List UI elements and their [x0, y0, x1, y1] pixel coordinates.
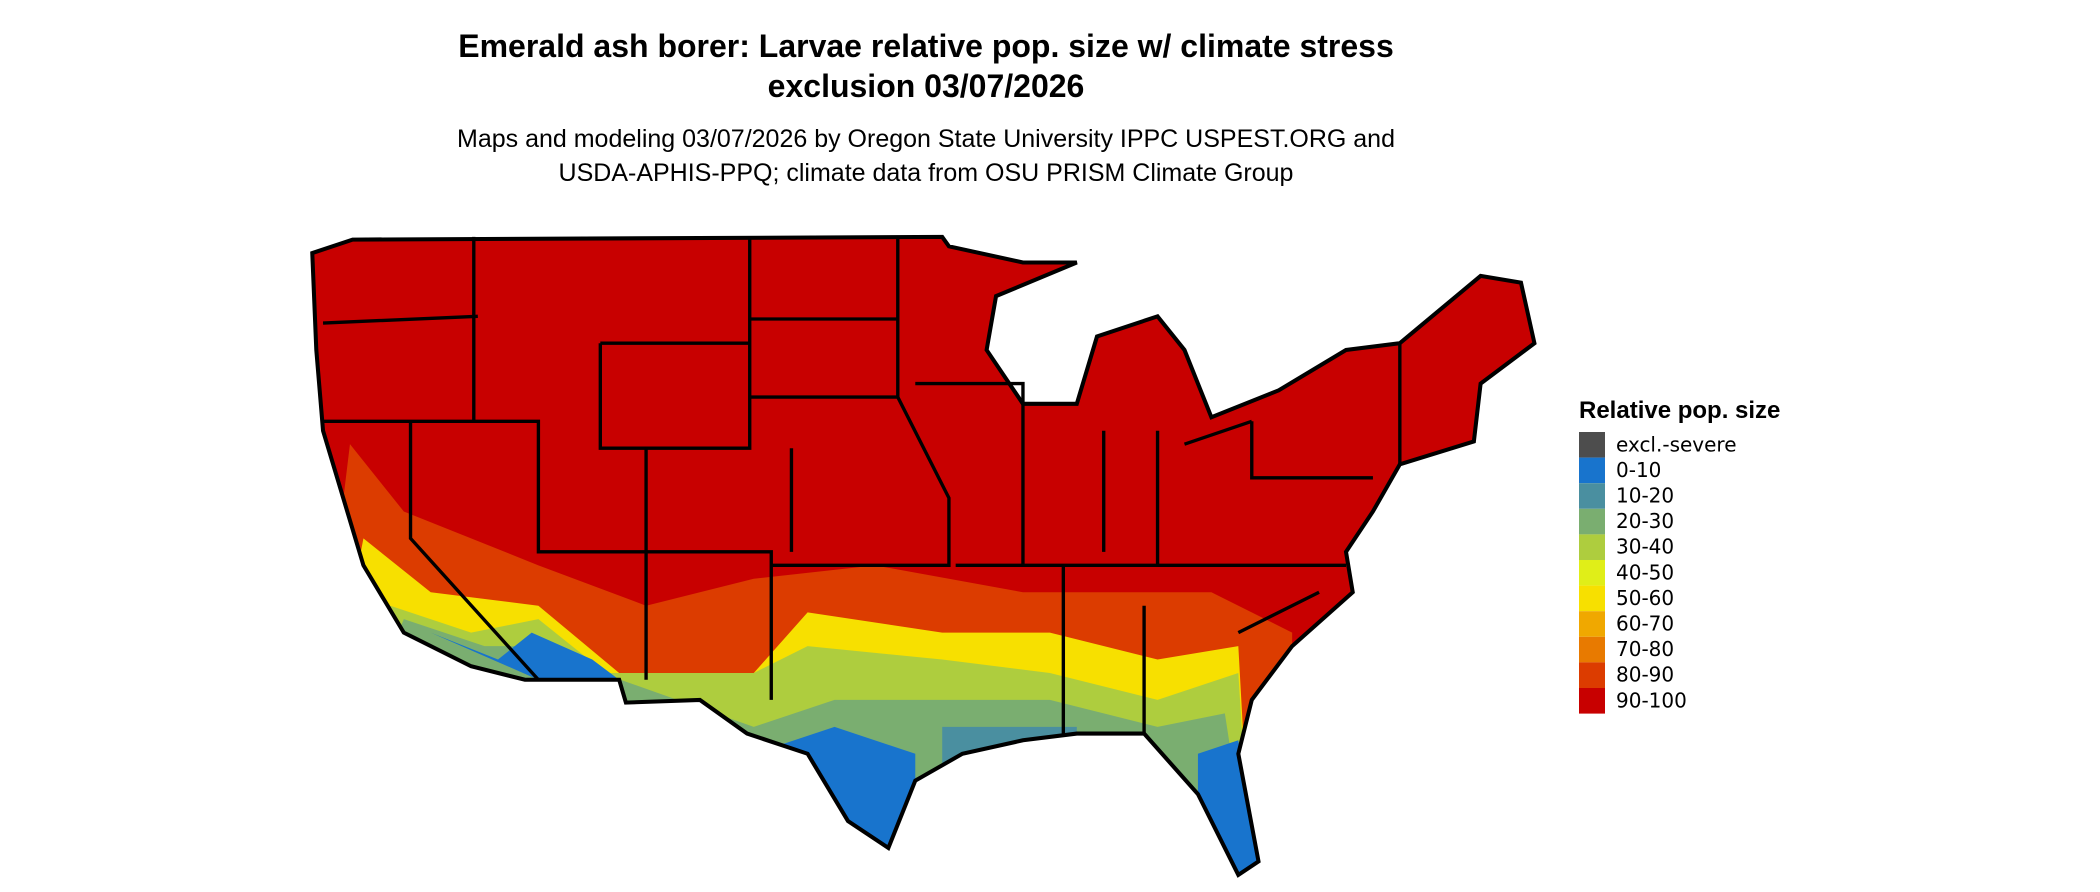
legend-swatch — [1579, 483, 1605, 509]
region-fill — [753, 726, 916, 875]
subtitle-line: Maps and modeling 03/07/2026 by Oregon S… — [457, 125, 1395, 153]
legend-swatch — [1579, 560, 1605, 586]
legend-swatch — [1579, 534, 1605, 560]
legend-swatch — [1579, 457, 1605, 484]
legend-label: 70-80 — [1616, 637, 1674, 661]
legend-swatch — [1579, 662, 1605, 688]
legend-swatch — [1579, 636, 1605, 663]
legend-swatch — [1579, 688, 1605, 714]
legend-label: 20-30 — [1616, 509, 1674, 533]
legend-label: 0-10 — [1616, 458, 1661, 482]
legend-title: Relative pop. size — [1579, 397, 1780, 424]
state-borders — [322, 236, 1402, 734]
legend-label: 40-50 — [1616, 560, 1674, 584]
legend-swatch — [1579, 432, 1605, 458]
region-fill — [430, 632, 620, 680]
legend-label: 30-40 — [1616, 535, 1674, 559]
title-line: exclusion 03/07/2026 — [768, 68, 1085, 104]
region-fill — [942, 726, 1077, 768]
legend-label: 50-60 — [1616, 586, 1674, 610]
legend-label: 90-100 — [1616, 688, 1687, 712]
legend-label: 10-20 — [1616, 484, 1674, 508]
legend-label: 60-70 — [1616, 612, 1674, 636]
legend-label: 80-90 — [1616, 663, 1674, 687]
legend-swatch — [1579, 508, 1605, 535]
legend-swatch — [1579, 611, 1605, 637]
legend: Relative pop. size excl.-severe0-1010-20… — [1579, 397, 1780, 714]
legend-swatch — [1579, 585, 1605, 612]
us-map — [296, 229, 1561, 889]
subtitle-line: USDA-APHIS-PPQ; climate data from OSU PR… — [559, 159, 1294, 187]
title-line: Emerald ash borer: Larvae relative pop. … — [458, 28, 1394, 64]
legend-label: excl.-severe — [1616, 432, 1737, 456]
